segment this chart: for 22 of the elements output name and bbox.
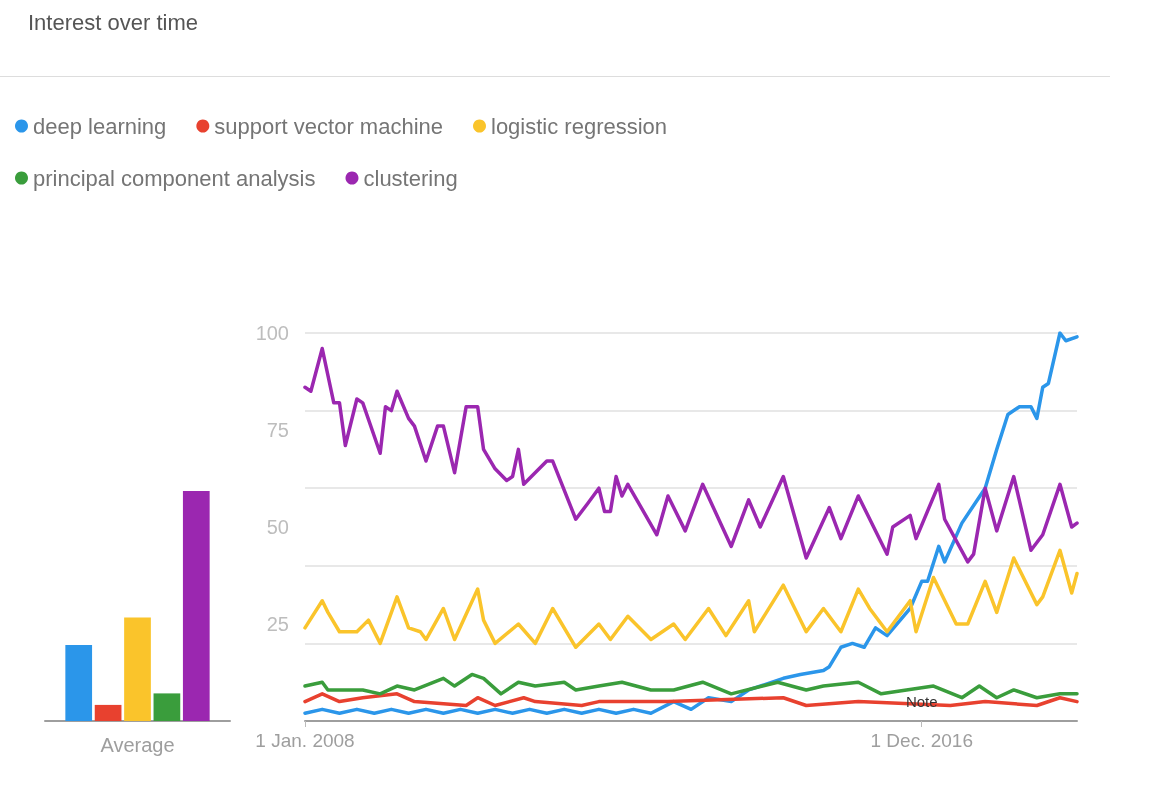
bar bbox=[94, 704, 122, 721]
bar bbox=[153, 693, 181, 721]
legend-label: support vector machine bbox=[214, 113, 443, 139]
legend-label: principal component analysis bbox=[33, 165, 316, 191]
y-tick-label: 100 bbox=[255, 322, 289, 344]
bar bbox=[182, 491, 210, 721]
y-tick-label: 75 bbox=[266, 419, 289, 441]
y-tick-label: 25 bbox=[266, 613, 289, 635]
y-tick-label: 50 bbox=[266, 516, 289, 538]
bar bbox=[124, 617, 151, 721]
x-tick-label: Average bbox=[100, 734, 175, 756]
line-series bbox=[303, 692, 1079, 708]
x-tick-label: 1 Jan. 2008 bbox=[255, 730, 355, 751]
text: Interest over time bbox=[28, 10, 198, 36]
legend-label: clustering bbox=[363, 165, 458, 191]
line-series bbox=[303, 331, 1079, 715]
legend-label: deep learning bbox=[33, 113, 167, 139]
line-series bbox=[303, 548, 1079, 650]
bar bbox=[65, 645, 93, 721]
x-tick-label: 1 Dec. 2016 bbox=[870, 730, 973, 751]
legend-label: logistic regression bbox=[491, 113, 668, 139]
line-series bbox=[303, 346, 1079, 564]
